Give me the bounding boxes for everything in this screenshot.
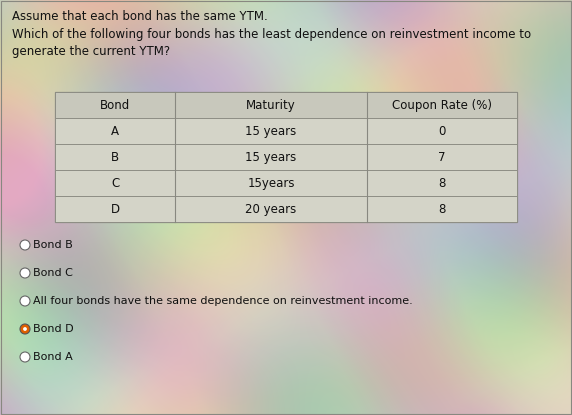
Bar <box>55 144 517 170</box>
Circle shape <box>20 324 30 334</box>
Text: Which of the following four bonds has the least dependence on reinvestment incom: Which of the following four bonds has th… <box>12 28 531 41</box>
Text: 8: 8 <box>438 203 446 215</box>
Text: Coupon Rate (%): Coupon Rate (%) <box>392 98 492 112</box>
Text: 15years: 15years <box>247 176 295 190</box>
Text: generate the current YTM?: generate the current YTM? <box>12 45 170 58</box>
Bar <box>55 118 517 144</box>
Bar <box>55 92 517 118</box>
Bar <box>55 170 517 196</box>
Text: 15 years: 15 years <box>245 151 297 164</box>
Text: 20 years: 20 years <box>245 203 297 215</box>
Text: Bond D: Bond D <box>33 324 74 334</box>
Bar <box>55 196 517 222</box>
Circle shape <box>20 268 30 278</box>
Text: D: D <box>110 203 120 215</box>
Circle shape <box>20 352 30 362</box>
Text: Bond B: Bond B <box>33 240 73 250</box>
Text: Assume that each bond has the same YTM.: Assume that each bond has the same YTM. <box>12 10 268 23</box>
Text: 8: 8 <box>438 176 446 190</box>
Text: 7: 7 <box>438 151 446 164</box>
Text: 15 years: 15 years <box>245 124 297 137</box>
Text: A: A <box>111 124 119 137</box>
Text: Bond A: Bond A <box>33 352 73 362</box>
Circle shape <box>20 296 30 306</box>
Text: C: C <box>111 176 119 190</box>
Circle shape <box>23 327 27 331</box>
Bar <box>55 92 517 222</box>
Text: Bond C: Bond C <box>33 268 73 278</box>
Text: 0: 0 <box>438 124 446 137</box>
Text: All four bonds have the same dependence on reinvestment income.: All four bonds have the same dependence … <box>33 296 413 306</box>
Text: Bond: Bond <box>100 98 130 112</box>
Circle shape <box>20 240 30 250</box>
Text: B: B <box>111 151 119 164</box>
Text: Maturity: Maturity <box>246 98 296 112</box>
